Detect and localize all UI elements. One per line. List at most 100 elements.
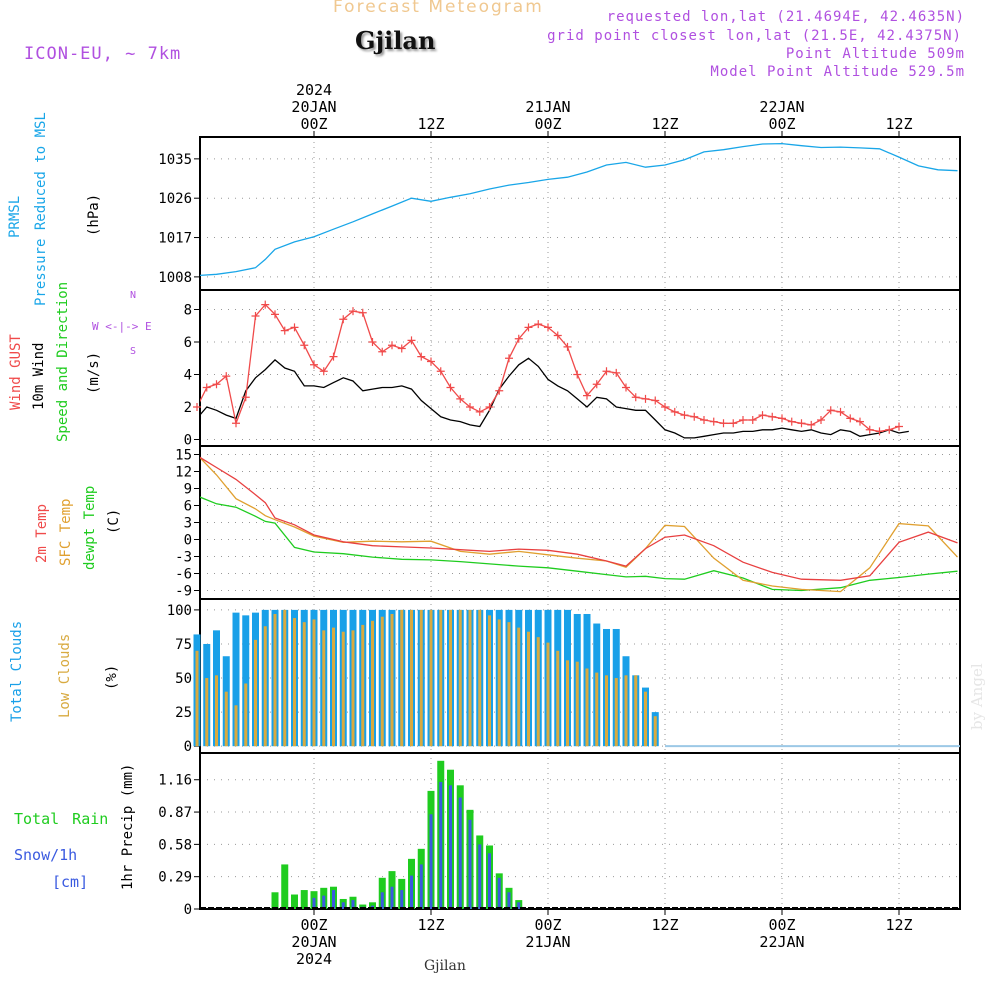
low-cloud-bar	[644, 691, 647, 747]
gust-marker	[748, 416, 757, 424]
gust-marker	[261, 300, 270, 309]
gust-marker	[319, 367, 328, 376]
low-cloud-bar	[400, 609, 404, 747]
snow-bar	[517, 902, 521, 909]
pressure-line	[200, 142, 958, 277]
gust-marker	[856, 417, 864, 426]
total-cloud-bar	[232, 612, 240, 747]
rain-bar	[271, 892, 279, 909]
precip-label-rain: Total Rain	[14, 810, 109, 828]
ytick-label: 2	[184, 400, 192, 416]
ytick-label: 0	[184, 533, 192, 549]
sfc-temp-line	[200, 456, 958, 593]
gust-marker	[300, 341, 309, 350]
xtick-label-bottom: 2024	[296, 950, 332, 968]
snow-bar	[449, 785, 452, 909]
low-cloud-bar	[224, 691, 228, 747]
snow-bar	[322, 895, 326, 909]
gust-marker	[661, 403, 669, 411]
gust-marker	[573, 370, 582, 379]
gust-marker	[739, 416, 747, 424]
gust-marker	[846, 414, 855, 423]
low-cloud-bar	[302, 622, 306, 747]
low-cloud-bar	[614, 678, 618, 747]
gust-marker	[797, 419, 806, 428]
snow-bar	[468, 819, 472, 909]
gust-marker	[544, 323, 552, 332]
gust-marker	[680, 411, 689, 420]
snow-bar	[410, 875, 413, 909]
snow-bar	[312, 897, 316, 909]
ytick-label: 1026	[158, 191, 192, 207]
ytick-label: 0	[184, 739, 192, 755]
xtick-label-top: 21JAN	[525, 98, 570, 116]
snow-bar	[478, 844, 482, 909]
xtick-label-bottom: 20JAN	[291, 933, 336, 951]
gust-marker	[310, 360, 318, 369]
ytick-label: 75	[175, 637, 192, 653]
xtick-label-bottom: 00Z	[768, 916, 795, 934]
ytick-label: 50	[175, 671, 192, 687]
low-cloud-bar	[546, 642, 550, 747]
gust-marker	[193, 403, 201, 411]
xtick-label-bottom: 00Z	[534, 916, 561, 934]
snow-bar	[429, 814, 433, 909]
gust-marker	[329, 352, 338, 361]
gust-marker	[631, 393, 640, 402]
rain-bar	[291, 894, 298, 909]
gust-marker	[807, 420, 816, 429]
gust-marker	[388, 341, 396, 350]
xtick-label-bottom: 00Z	[300, 916, 327, 934]
compass-s: S	[130, 346, 137, 357]
footer-location: Gjilan	[424, 958, 466, 974]
gust-marker	[475, 407, 484, 416]
low-cloud-bar	[517, 627, 521, 747]
xtick-label-top: 00Z	[768, 115, 795, 133]
gust-marker	[768, 412, 777, 421]
gust-marker	[349, 307, 357, 316]
gust-marker	[778, 414, 786, 423]
gust-marker	[826, 406, 835, 415]
gust-marker	[378, 347, 387, 356]
ytick-label: 0	[184, 902, 192, 918]
gust-marker	[456, 394, 465, 403]
gust-marker	[641, 394, 650, 403]
low-cloud-bar	[361, 624, 365, 747]
ytick-label: 8	[184, 303, 192, 319]
ytick-label: 1017	[158, 231, 192, 247]
gust-marker	[271, 310, 279, 319]
snow-bar	[507, 892, 511, 909]
low-cloud-bar	[332, 627, 335, 747]
low-cloud-bar	[195, 650, 199, 747]
xtick-label-top: 12Z	[417, 115, 444, 133]
gust-marker	[368, 338, 377, 346]
xtick-label-bottom: 21JAN	[525, 933, 570, 951]
compass-we: W <-|-> E	[92, 320, 152, 333]
low-cloud-bar	[605, 675, 608, 747]
gust-marker	[212, 380, 221, 389]
low-cloud-bar	[380, 616, 384, 747]
panel-precipitation	[194, 752, 961, 910]
ytick-label: 1008	[158, 270, 192, 286]
panel-frame	[199, 752, 961, 910]
gust-marker	[524, 323, 533, 332]
low-cloud-bar	[653, 716, 657, 747]
panel-temperature	[194, 445, 961, 600]
gust-marker	[758, 411, 767, 420]
snow-bar	[341, 902, 345, 909]
product-title: Forecast Meteogram	[333, 0, 544, 17]
gust-marker	[875, 427, 884, 436]
gust-marker	[339, 315, 348, 324]
gust-marker	[612, 368, 621, 377]
temp-2m-line	[200, 456, 958, 581]
gust-marker	[622, 383, 630, 392]
low-cloud-bar	[244, 683, 248, 747]
rain-bar	[281, 864, 289, 909]
ytick-label: 12	[175, 465, 192, 481]
gust-marker	[651, 396, 660, 405]
low-cloud-bar	[575, 661, 579, 747]
precip-label-snow: Snow/1h	[14, 846, 78, 864]
gust-marker	[358, 308, 367, 317]
ytick-label: 0.58	[158, 837, 192, 853]
